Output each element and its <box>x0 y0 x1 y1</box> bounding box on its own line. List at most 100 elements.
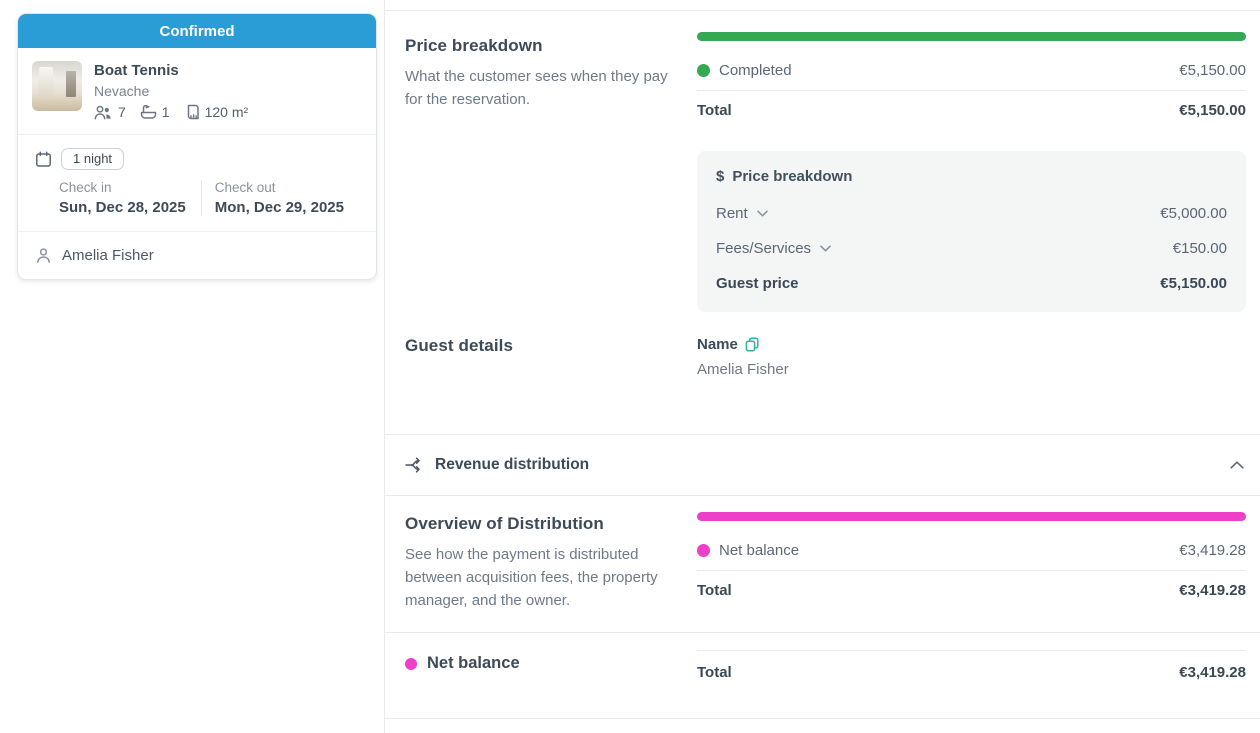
net-balance-amount: €3,419.28 <box>1179 542 1246 559</box>
copy-icon[interactable] <box>745 337 760 352</box>
guest-price-row: Guest price €5,150.00 <box>716 266 1227 294</box>
stay-dates: 1 night Check in Sun, Dec 28, 2025 Check… <box>18 135 376 232</box>
check-out-date: Mon, Dec 29, 2025 <box>214 199 344 216</box>
net-balance-section-title: Net balance <box>427 654 520 672</box>
price-card-title: Price breakdown <box>732 168 853 185</box>
property-thumbnail <box>32 61 82 111</box>
net-balance-total-row: Total €3,419.28 <box>697 651 1246 692</box>
guests-stat: 7 <box>94 104 126 120</box>
check-out-label: Check out <box>214 180 276 195</box>
fees-row: Fees/Services €150.00 <box>716 231 1227 266</box>
status-badge: Confirmed <box>18 14 376 48</box>
rent-row: Rent €5,000.00 <box>716 196 1227 231</box>
net-balance-heading-block: Net balance <box>405 654 697 718</box>
top-divider <box>385 10 1260 11</box>
distribution-overview-section: Overview of Distribution See how the pay… <box>385 496 1260 633</box>
payment-total-row: Total €5,150.00 <box>697 91 1246 130</box>
chevron-down-icon <box>756 210 768 217</box>
check-in-date: Sun, Dec 28, 2025 <box>59 199 186 216</box>
price-breakdown-card: $ Price breakdown Rent €5,000.00 Fees/Se… <box>697 151 1246 312</box>
reservation-detail-panel: Price breakdown What the customer sees w… <box>385 0 1260 733</box>
property-name: Boat Tennis <box>94 62 179 79</box>
bathrooms-stat: 1 <box>140 104 170 120</box>
payment-progress-bar <box>697 32 1246 41</box>
distribution-progress-bar <box>697 512 1246 521</box>
net-balance-legend: Net balance <box>697 542 799 559</box>
floor-area-icon <box>187 104 199 120</box>
row-divider <box>697 90 1246 91</box>
revenue-distribution-title: Revenue distribution <box>435 456 590 473</box>
net-balance-total-label: Total <box>697 664 732 681</box>
reservation-sidebar: Confirmed Boat Tennis Nevache 7 <box>0 0 385 733</box>
net-balance-dot-icon <box>697 544 710 557</box>
distribution-total-amount: €3,419.28 <box>1179 582 1246 599</box>
net-balance-total-amount: €3,419.28 <box>1179 664 1246 681</box>
reservation-summary-card: Confirmed Boat Tennis Nevache 7 <box>17 13 377 280</box>
payment-status-row: Completed €5,150.00 <box>697 51 1246 90</box>
price-breakdown-description: What the customer sees when they pay for… <box>405 68 668 108</box>
payment-total-amount: €5,150.00 <box>1179 102 1246 119</box>
distribution-total-row: Total €3,419.28 <box>697 571 1246 610</box>
property-location: Nevache <box>94 83 150 99</box>
fees-label: Fees/Services <box>716 240 812 257</box>
status-label: Confirmed <box>159 22 235 40</box>
guest-name-field-label: Name <box>697 336 1246 353</box>
guests-icon <box>94 105 111 119</box>
revenue-distribution-header[interactable]: Revenue distribution <box>385 434 1260 496</box>
guest-summary: Amelia Fisher <box>18 232 376 279</box>
chevron-down-icon <box>820 245 831 252</box>
fees-expand-toggle[interactable]: Fees/Services <box>716 240 831 257</box>
distribution-overview-title: Overview of Distribution <box>405 514 604 533</box>
guest-details-section: Guest details Name Amelia Fisher <box>385 336 1260 434</box>
check-in-block: Check in Sun, Dec 28, 2025 <box>59 180 201 216</box>
dollar-icon: $ <box>716 168 725 185</box>
area-stat: 120 m² <box>184 104 249 120</box>
net-balance-label: Net balance <box>719 542 800 559</box>
row-divider <box>697 650 1246 651</box>
bathrooms-count: 1 <box>161 104 170 120</box>
split-arrows-icon <box>405 457 420 473</box>
guests-count: 7 <box>118 104 126 120</box>
check-in-label: Check in <box>59 180 112 195</box>
guest-details-intro: Guest details <box>405 336 697 378</box>
property-stats: 7 1 1 <box>94 104 248 120</box>
check-out-block: Check out Mon, Dec 29, 2025 <box>200 180 344 216</box>
net-balance-section: Net balance Total €3,419.28 <box>385 633 1260 719</box>
distribution-overview-description: See how the payment is distributed betwe… <box>405 546 658 609</box>
net-balance-content: Total €3,419.28 <box>697 650 1246 718</box>
check-in-out: Check in Sun, Dec 28, 2025 Check out Mon… <box>59 180 362 216</box>
chevron-up-icon[interactable] <box>1230 461 1244 469</box>
net-balance-dot-icon <box>405 657 417 670</box>
bathtub-icon <box>140 104 157 119</box>
distribution-total-label: Total <box>697 582 732 599</box>
area-value: 120 m² <box>204 104 249 120</box>
property-info: Boat Tennis Nevache 7 <box>94 61 248 120</box>
price-breakdown-intro: Price breakdown What the customer sees w… <box>405 32 697 312</box>
name-label: Name <box>697 336 738 353</box>
guest-details-title: Guest details <box>405 336 514 355</box>
price-breakdown-content: Completed €5,150.00 Total €5,150.00 $ Pr… <box>697 32 1246 312</box>
price-card-header: $ Price breakdown <box>716 168 1227 185</box>
rent-amount: €5,000.00 <box>1160 205 1227 222</box>
payment-status: Completed <box>697 62 792 79</box>
rent-label: Rent <box>716 205 748 222</box>
guest-price-amount: €5,150.00 <box>1160 275 1227 292</box>
payment-total-label: Total <box>697 102 732 119</box>
rent-expand-toggle[interactable]: Rent <box>716 205 768 222</box>
guest-name-value: Amelia Fisher <box>697 361 789 378</box>
guest-name: Amelia Fisher <box>62 247 154 264</box>
nights-badge: 1 night <box>61 148 125 170</box>
person-icon <box>37 248 50 263</box>
payment-status-label: Completed <box>719 62 792 79</box>
distribution-overview-content: Net balance €3,419.28 Total €3,419.28 <box>697 512 1246 612</box>
net-balance-heading: Net balance <box>405 654 673 673</box>
price-breakdown-section: Price breakdown What the customer sees w… <box>385 11 1260 312</box>
completed-dot-icon <box>697 64 710 77</box>
row-divider <box>697 570 1246 571</box>
stay-duration: 1 night <box>35 148 362 170</box>
calendar-icon <box>36 150 51 167</box>
fees-amount: €150.00 <box>1172 240 1227 257</box>
payment-status-amount: €5,150.00 <box>1179 62 1246 79</box>
property-summary: Boat Tennis Nevache 7 <box>18 48 376 135</box>
price-breakdown-title: Price breakdown <box>405 36 543 55</box>
